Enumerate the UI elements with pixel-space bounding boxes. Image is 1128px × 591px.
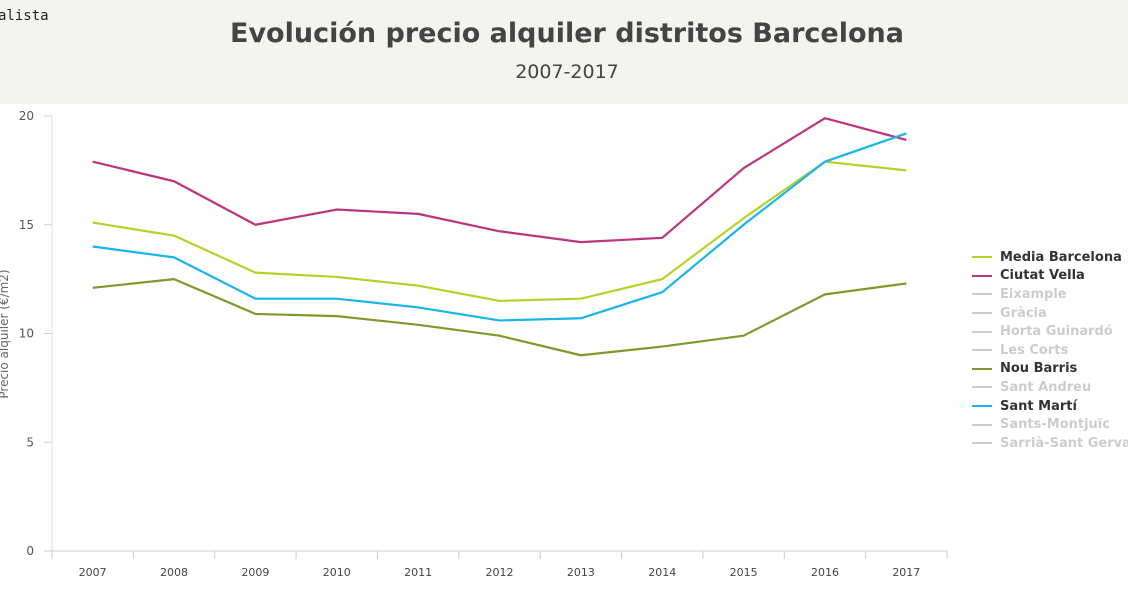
x-tick-label: 2009 bbox=[241, 566, 269, 579]
y-tick-label: 15 bbox=[19, 218, 34, 232]
legend-label: Media Barcelona bbox=[1000, 249, 1122, 265]
brand-logo-text: alista bbox=[0, 8, 49, 24]
legend-item[interactable]: Sarrià-Sant Gervasi bbox=[972, 434, 1128, 453]
legend-swatch bbox=[972, 274, 992, 277]
legend-swatch bbox=[972, 386, 992, 389]
legend-label: Sants-Montjuïc bbox=[1000, 417, 1110, 433]
legend-item[interactable]: Sants-Montjuïc bbox=[972, 415, 1128, 434]
legend-swatch bbox=[972, 312, 992, 315]
series-line-sant-mart- bbox=[92, 132, 907, 322]
legend-item[interactable]: Ciutat Vella bbox=[972, 267, 1128, 286]
legend-swatch bbox=[972, 256, 992, 259]
chart-title: Evolución precio alquiler distritos Barc… bbox=[230, 18, 904, 49]
legend-swatch bbox=[972, 442, 992, 445]
x-tick-label: 2012 bbox=[486, 566, 514, 579]
legend-label: Gràcia bbox=[1000, 305, 1047, 321]
legend-item[interactable]: Sant Martí bbox=[972, 397, 1128, 416]
legend-label: Ciutat Vella bbox=[1000, 268, 1085, 284]
legend-swatch bbox=[972, 405, 992, 408]
legend-item[interactable]: Gràcia bbox=[972, 304, 1128, 323]
legend-label: Eixample bbox=[1000, 286, 1067, 302]
series-line-ciutat-vella bbox=[92, 117, 907, 244]
x-tick-label: 2017 bbox=[892, 566, 920, 579]
x-tick-label: 2016 bbox=[811, 566, 839, 579]
legend-swatch bbox=[972, 349, 992, 352]
x-tick-label: 2014 bbox=[648, 566, 676, 579]
legend-label: Sant Andreu bbox=[1000, 379, 1092, 395]
x-tick-label: 2010 bbox=[323, 566, 351, 579]
x-tick-label: 2007 bbox=[79, 566, 107, 579]
y-axis-label: Precio alquiler (€/m2) bbox=[0, 269, 11, 398]
legend: Media Barcelona Ciutat Vella Eixample Gràci… bbox=[972, 248, 1128, 453]
x-tick-label: 2013 bbox=[567, 566, 595, 579]
y-tick-label: 5 bbox=[26, 435, 34, 449]
series-line-media-barcelona bbox=[92, 160, 907, 302]
legend-item[interactable]: Horta Guinardó bbox=[972, 322, 1128, 341]
series-line-nou-barris bbox=[92, 278, 907, 357]
x-tick-label: 2011 bbox=[404, 566, 432, 579]
legend-label: Sant Martí bbox=[1000, 398, 1077, 414]
legend-label: Sarrià-Sant Gervasi bbox=[1000, 435, 1128, 451]
legend-swatch bbox=[972, 330, 992, 333]
x-tick-label: 2008 bbox=[160, 566, 188, 579]
legend-item[interactable]: Sant Andreu bbox=[972, 378, 1128, 397]
legend-swatch bbox=[972, 293, 992, 296]
y-tick-label: 0 bbox=[26, 544, 34, 558]
chart-header: alista Evolución precio alquiler distrit… bbox=[0, 0, 1128, 104]
x-tick-label: 2015 bbox=[730, 566, 758, 579]
legend-swatch bbox=[972, 423, 992, 426]
legend-item[interactable]: Media Barcelona bbox=[972, 248, 1128, 267]
legend-label: Les Corts bbox=[1000, 342, 1069, 358]
legend-label: Horta Guinardó bbox=[1000, 324, 1113, 340]
y-tick-label: 10 bbox=[19, 327, 34, 341]
chart-subtitle: 2007-2017 bbox=[515, 61, 619, 83]
legend-item[interactable]: Nou Barris bbox=[972, 360, 1128, 379]
legend-label: Nou Barris bbox=[1000, 361, 1078, 377]
legend-item[interactable]: Eixample bbox=[972, 285, 1128, 304]
legend-swatch bbox=[972, 367, 992, 370]
legend-item[interactable]: Les Corts bbox=[972, 341, 1128, 360]
y-tick-label: 20 bbox=[19, 109, 34, 123]
